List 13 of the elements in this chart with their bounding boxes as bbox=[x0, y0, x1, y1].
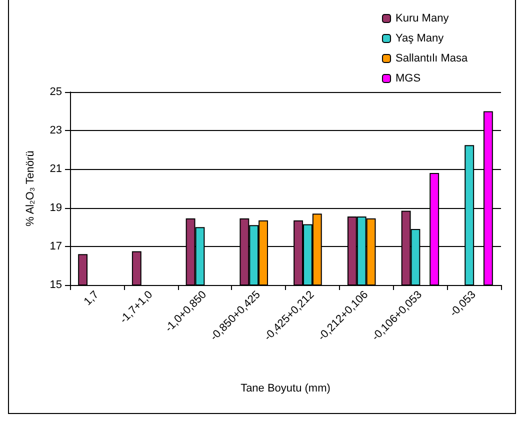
y-tick-label: 15 bbox=[50, 279, 62, 291]
y-tick-label: 17 bbox=[50, 240, 62, 252]
y-axis-title: % Al₂O₃ Tenörü bbox=[24, 150, 36, 226]
legend-label: Sallantılı Masa bbox=[396, 52, 469, 64]
legend-label: Kuru Many bbox=[396, 12, 450, 24]
y-tick-label: 19 bbox=[50, 202, 62, 214]
y-tick-label: 25 bbox=[50, 86, 62, 98]
y-tick-label: 21 bbox=[50, 163, 62, 176]
x-axis-title: Tane Boyutu (mm) bbox=[240, 382, 330, 394]
legend-label: MGS bbox=[396, 72, 421, 84]
y-tick-label: 23 bbox=[50, 124, 62, 137]
x-tick-label: 1,7 bbox=[82, 288, 102, 308]
legend-label: Yaş Many bbox=[396, 32, 444, 44]
